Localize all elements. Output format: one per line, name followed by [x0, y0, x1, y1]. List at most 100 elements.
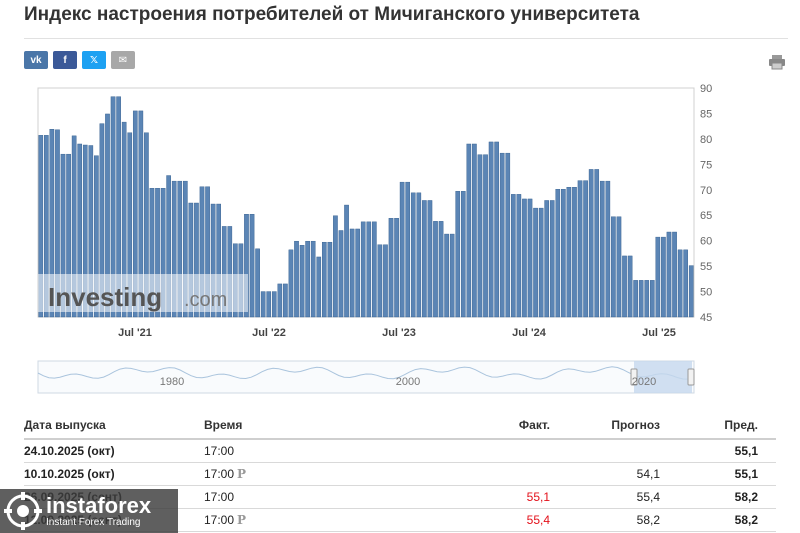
bar-16[interactable] [127, 132, 133, 318]
bar-46[interactable] [294, 240, 299, 318]
bar-96[interactable] [572, 187, 577, 318]
bar-55[interactable] [344, 204, 349, 318]
bar-3[interactable] [55, 129, 60, 318]
bar-111[interactable] [655, 236, 661, 318]
facebook-share-button[interactable]: f [53, 51, 77, 69]
bar-45[interactable] [288, 249, 294, 318]
bar-90[interactable] [538, 207, 544, 318]
preliminary-icon[interactable]: P [237, 513, 247, 527]
bar-41[interactable] [266, 291, 272, 318]
bar-85[interactable] [511, 194, 516, 318]
bar-88[interactable] [527, 198, 533, 318]
preliminary-icon[interactable]: P [237, 467, 247, 481]
vk-share-button[interactable]: vk [24, 51, 48, 69]
bar-94[interactable] [561, 189, 566, 318]
bar-43[interactable] [277, 283, 283, 318]
bar-117[interactable] [688, 265, 694, 318]
bar-79[interactable] [477, 154, 483, 318]
bar-115[interactable] [677, 249, 683, 318]
header-time[interactable]: Время [204, 418, 243, 432]
bar-100[interactable] [594, 169, 600, 318]
bar-48[interactable] [305, 240, 310, 318]
x-share-button[interactable]: 𝕏 [82, 51, 106, 69]
bar-19[interactable] [144, 132, 149, 318]
bar-44[interactable] [283, 283, 288, 318]
bar-57[interactable] [355, 228, 360, 318]
bar-80[interactable] [483, 154, 488, 318]
bar-5[interactable] [66, 153, 71, 318]
bar-30[interactable] [205, 186, 210, 318]
bar-58[interactable] [360, 221, 366, 318]
bar-76[interactable] [460, 191, 466, 318]
bar-92[interactable] [549, 200, 555, 318]
bar-7[interactable] [77, 143, 83, 318]
bar-39[interactable] [255, 248, 260, 318]
bar-38[interactable] [249, 213, 255, 318]
bar-9[interactable] [88, 145, 94, 318]
bar-91[interactable] [544, 200, 550, 318]
bar-107[interactable] [633, 280, 638, 318]
bar-1[interactable] [44, 135, 49, 318]
bar-25[interactable] [177, 180, 183, 318]
bar-73[interactable] [444, 233, 449, 318]
bar-68[interactable] [416, 192, 422, 318]
bar-86[interactable] [516, 194, 522, 318]
bar-87[interactable] [522, 198, 527, 318]
bar-116[interactable] [683, 249, 688, 318]
bar-110[interactable] [649, 280, 655, 318]
bar-77[interactable] [466, 143, 472, 318]
bar-52[interactable] [327, 241, 333, 318]
bar-65[interactable] [399, 181, 405, 318]
bar-13[interactable] [110, 96, 116, 318]
bar-56[interactable] [349, 228, 355, 318]
bar-98[interactable] [583, 180, 588, 318]
bar-18[interactable] [138, 110, 144, 318]
bar-66[interactable] [405, 181, 411, 318]
bar-6[interactable] [71, 135, 77, 318]
bar-99[interactable] [588, 169, 594, 318]
bar-21[interactable] [155, 188, 160, 318]
bar-29[interactable] [199, 186, 205, 318]
bar-67[interactable] [410, 192, 416, 318]
bar-4[interactable] [60, 153, 66, 318]
bar-34[interactable] [227, 226, 233, 318]
header-actual[interactable]: Факт. [518, 418, 550, 432]
bar-84[interactable] [505, 152, 511, 318]
bar-78[interactable] [472, 143, 477, 318]
bar-70[interactable] [427, 200, 433, 318]
header-forecast[interactable]: Прогноз [611, 418, 660, 432]
bar-105[interactable] [622, 255, 627, 318]
bar-20[interactable] [149, 188, 155, 318]
bar-81[interactable] [488, 141, 494, 318]
bar-14[interactable] [116, 96, 121, 318]
bar-17[interactable] [132, 110, 138, 318]
bar-47[interactable] [299, 245, 305, 318]
bar-62[interactable] [383, 244, 388, 318]
bar-12[interactable] [105, 113, 110, 318]
bar-49[interactable] [310, 240, 316, 318]
bar-103[interactable] [611, 216, 616, 318]
bar-59[interactable] [366, 221, 372, 318]
bar-2[interactable] [49, 129, 55, 318]
bar-72[interactable] [438, 221, 444, 318]
bar-33[interactable] [221, 226, 227, 318]
bar-106[interactable] [627, 255, 633, 318]
bar-15[interactable] [121, 121, 127, 318]
printer-icon[interactable] [768, 54, 786, 75]
bar-28[interactable] [194, 202, 199, 318]
bar-93[interactable] [555, 189, 561, 318]
bar-61[interactable] [377, 244, 383, 318]
bar-104[interactable] [616, 216, 622, 318]
bar-51[interactable] [321, 241, 327, 318]
header-date[interactable]: Дата выпуска [24, 418, 106, 432]
bar-74[interactable] [449, 233, 455, 318]
navigator-handle-right[interactable] [687, 368, 695, 386]
bar-97[interactable] [577, 180, 583, 318]
bar-24[interactable] [171, 180, 177, 318]
bar-0[interactable] [38, 135, 44, 318]
bar-31[interactable] [210, 203, 216, 318]
bar-42[interactable] [271, 291, 277, 318]
bar-27[interactable] [188, 202, 194, 318]
bar-37[interactable] [244, 213, 249, 318]
bar-53[interactable] [333, 215, 338, 318]
